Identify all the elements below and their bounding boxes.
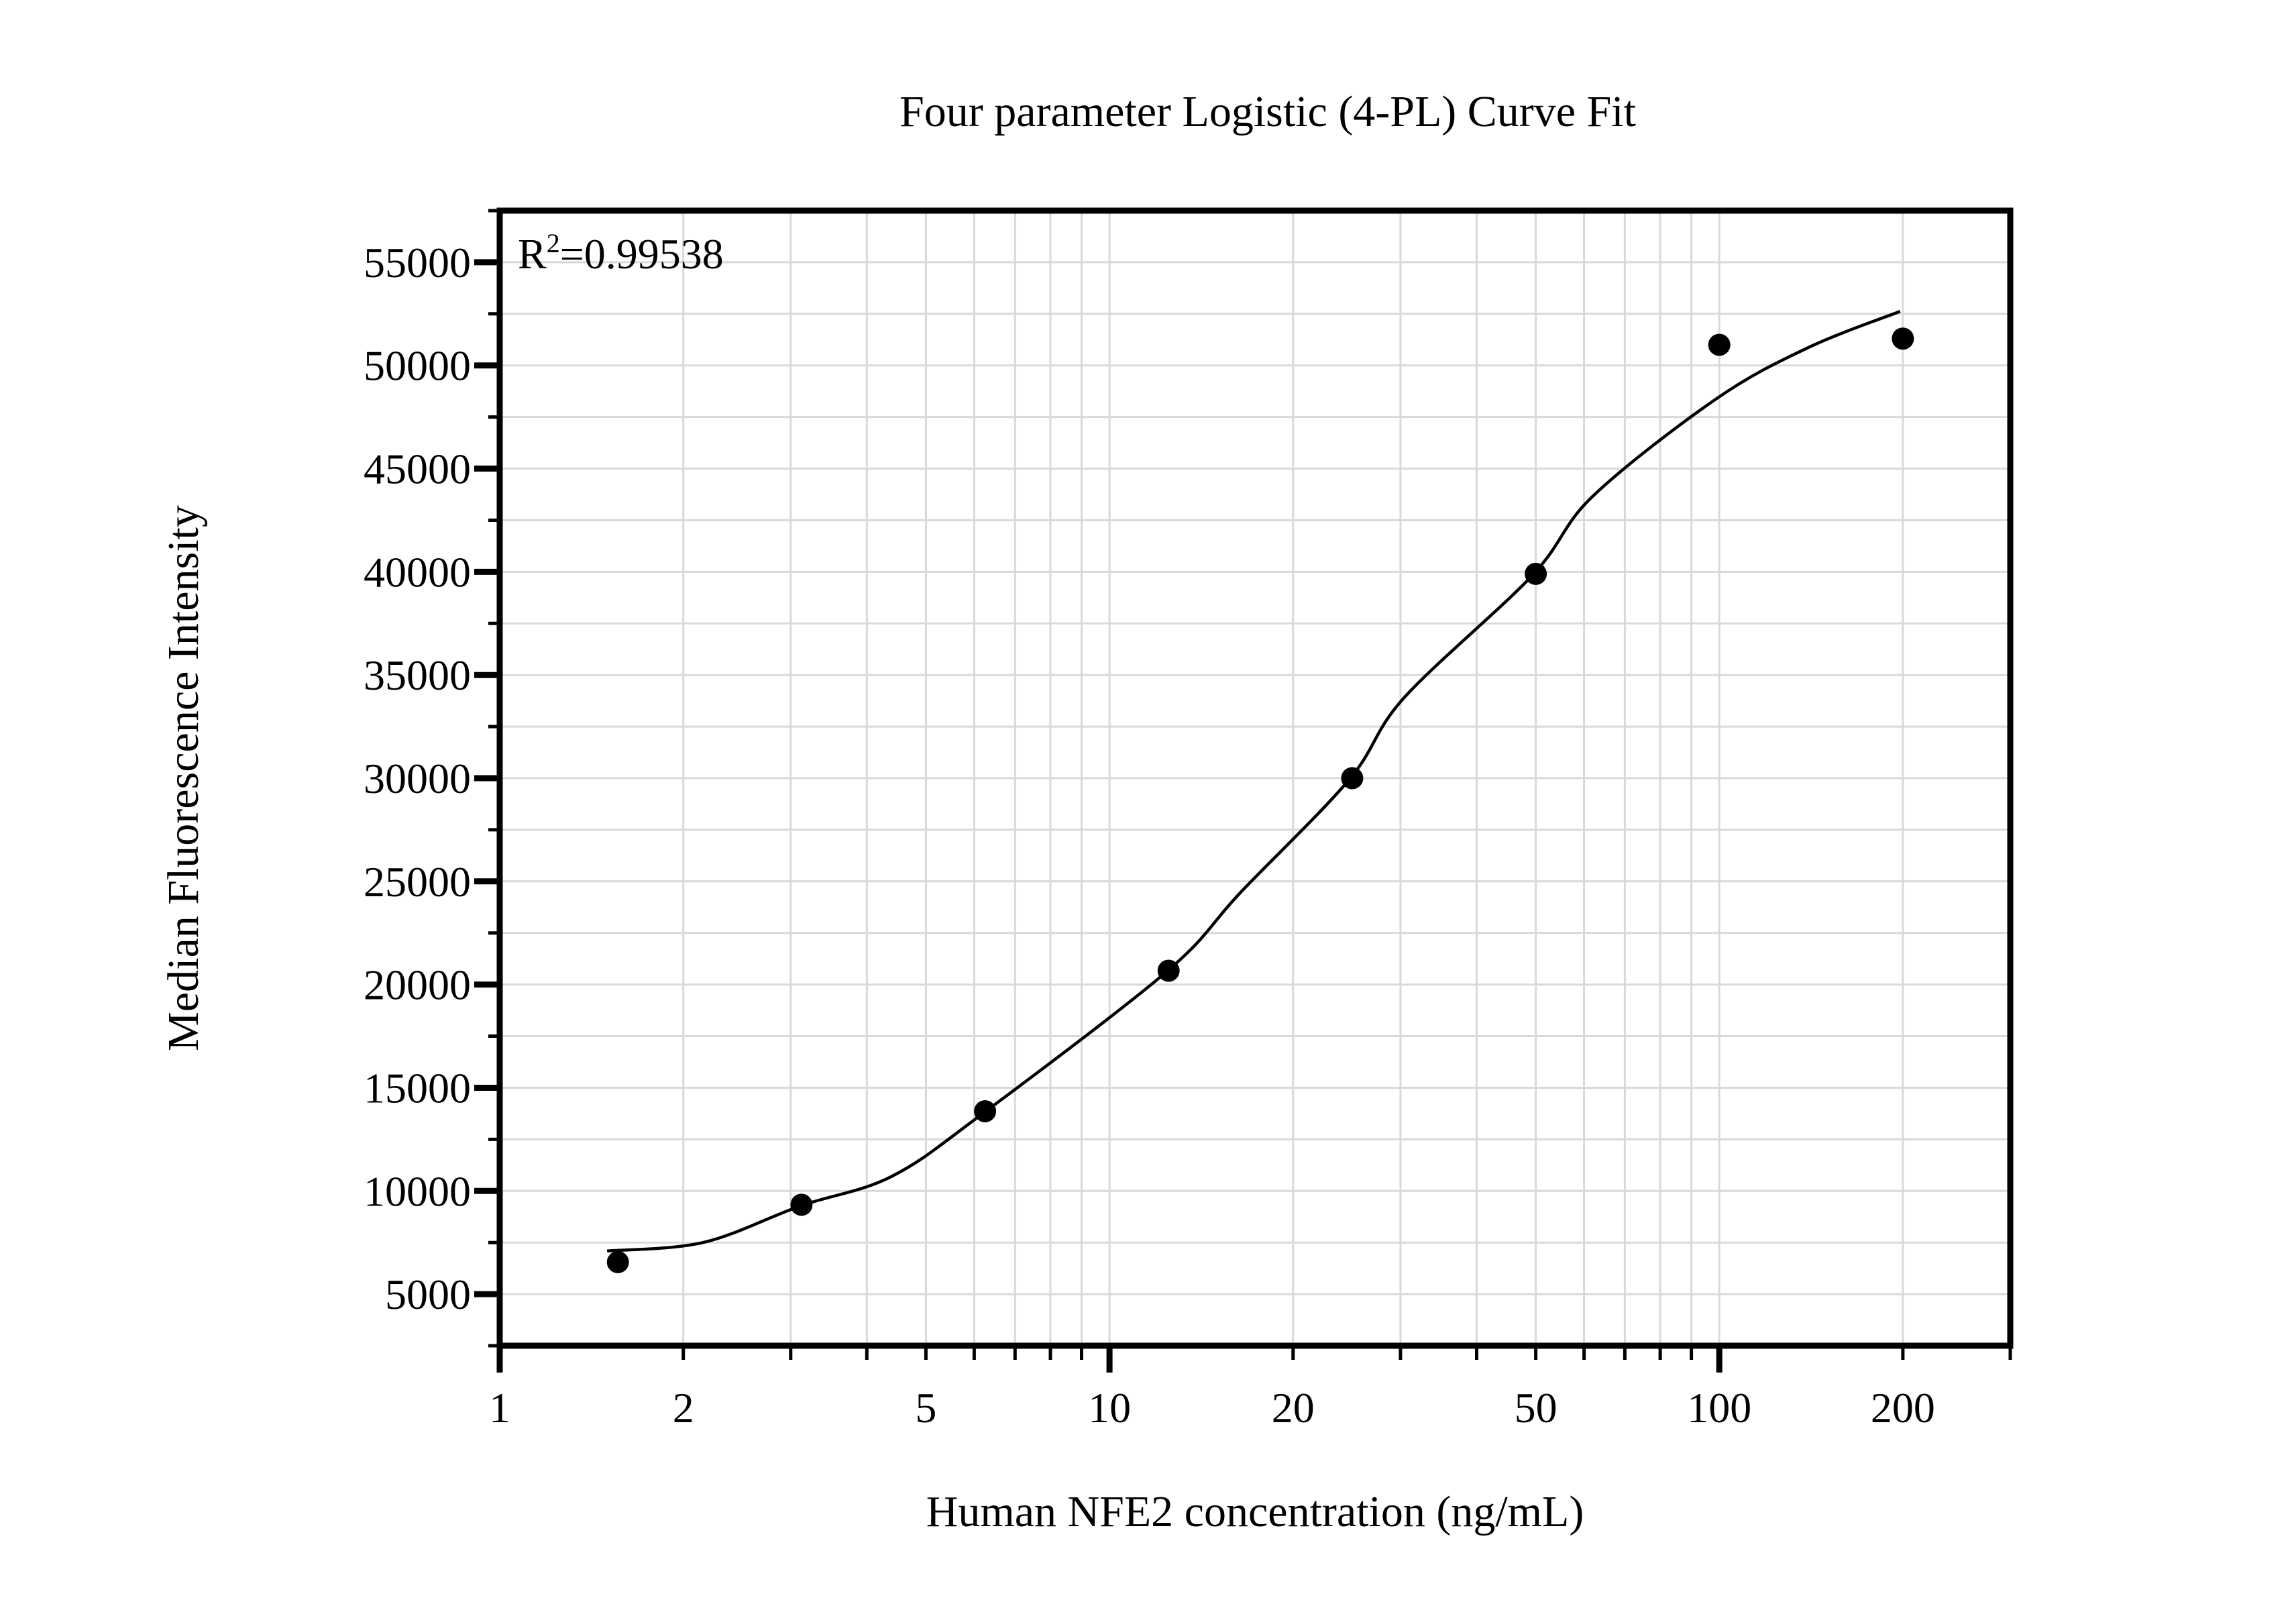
x-tick-label: 100 bbox=[1687, 1384, 1751, 1432]
gridlines bbox=[500, 211, 2010, 1346]
x-tick-label: 200 bbox=[1871, 1384, 1935, 1432]
y-tick-label: 40000 bbox=[364, 548, 471, 596]
y-axis-title: Median Fluorescence Intensity bbox=[159, 505, 208, 1051]
data-point bbox=[1708, 333, 1731, 356]
y-tick-label: 45000 bbox=[364, 445, 471, 493]
data-point bbox=[606, 1250, 629, 1273]
r-squared-value: =0.99538 bbox=[560, 230, 724, 278]
r-squared-superscript: 2 bbox=[547, 228, 560, 258]
y-tick-label: 5000 bbox=[385, 1271, 471, 1318]
data-point bbox=[1341, 767, 1364, 790]
tick-labels: 1 2 5 10 20 50 100 200 5000 10000 15000 20000 25000 3… bbox=[364, 239, 1935, 1432]
r-squared-base: R bbox=[518, 230, 547, 278]
y-tick-label: 25000 bbox=[364, 858, 471, 906]
plot-border bbox=[496, 207, 2014, 1349]
y-tick-label: 55000 bbox=[364, 239, 471, 286]
y-tick-label: 15000 bbox=[364, 1065, 471, 1112]
y-tick-label: 30000 bbox=[364, 755, 471, 802]
y-tick-label: 50000 bbox=[364, 342, 471, 390]
x-tick-label: 5 bbox=[915, 1384, 936, 1432]
y-tick-label: 10000 bbox=[364, 1167, 471, 1215]
axes-and-ticks bbox=[474, 207, 2014, 1373]
x-axis-title: Human NFE2 concentration (ng/mL) bbox=[926, 1487, 1584, 1536]
fit-curve-path bbox=[606, 310, 1901, 1253]
y-tick-label: 20000 bbox=[364, 961, 471, 1009]
plotted-data bbox=[606, 310, 1914, 1273]
y-tick-label: 35000 bbox=[364, 651, 471, 699]
x-tick-label: 10 bbox=[1088, 1384, 1131, 1432]
x-tick-label: 1 bbox=[489, 1384, 510, 1432]
data-point bbox=[1892, 327, 1914, 350]
x-tick-label: 2 bbox=[673, 1384, 694, 1432]
data-point bbox=[974, 1100, 997, 1122]
data-point bbox=[790, 1193, 813, 1216]
x-tick-label: 20 bbox=[1272, 1384, 1315, 1432]
r-squared-annotation: R2=0.99538 bbox=[518, 228, 724, 278]
data-point bbox=[1525, 562, 1547, 585]
x-tick-label: 50 bbox=[1515, 1384, 1557, 1432]
data-point bbox=[1157, 959, 1180, 982]
chart-title: Four parameter Logistic (4-PL) Curve Fit bbox=[899, 87, 1636, 136]
